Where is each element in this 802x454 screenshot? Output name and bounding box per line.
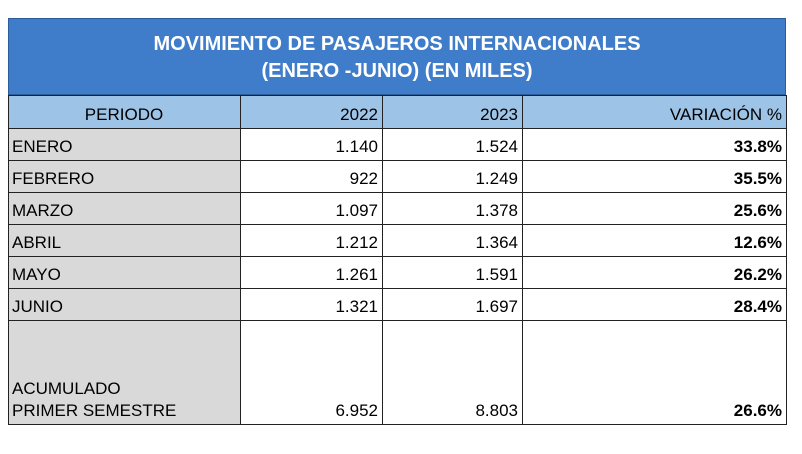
cell: ABRIL bbox=[8, 224, 241, 257]
table-body: PERIODO 2022 2023 VARIACIÓN % ENERO 1.140 1.52… bbox=[8, 95, 787, 425]
cell: 1.524 bbox=[382, 128, 523, 161]
cell: 1.097 bbox=[240, 192, 383, 225]
header-cell: 2022 bbox=[240, 95, 383, 129]
cell: 1.212 bbox=[240, 224, 383, 257]
cell: 1.697 bbox=[382, 288, 523, 321]
cell: 35.5% bbox=[522, 160, 787, 193]
cell: ENERO bbox=[8, 128, 241, 161]
title-band: MOVIMIENTO DE PASAJEROS INTERNACIONALES … bbox=[8, 18, 786, 95]
cell: 922 bbox=[240, 160, 383, 193]
header-row: PERIODO 2022 2023 VARIACIÓN % bbox=[8, 95, 787, 129]
row: MARZO 1.097 1.378 25.6% bbox=[8, 192, 787, 225]
table-card: MOVIMIENTO DE PASAJEROS INTERNACIONALES … bbox=[8, 18, 787, 425]
title-line: (ENERO -JUNIO) (EN MILES) bbox=[261, 60, 533, 82]
cell: 1.378 bbox=[382, 192, 523, 225]
cell: 12.6% bbox=[522, 224, 787, 257]
row: MAYO 1.261 1.591 26.2% bbox=[8, 256, 787, 289]
header-cell: PERIODO bbox=[8, 95, 241, 129]
cell: 1.249 bbox=[382, 160, 523, 193]
header-cell: 2023 bbox=[382, 95, 523, 129]
row: ACUMULADO PRIMER SEMESTRE 6.952 8.803 26.6% bbox=[8, 320, 787, 425]
cell: 1.140 bbox=[240, 128, 383, 161]
row: FEBRERO 922 1.249 35.5% bbox=[8, 160, 787, 193]
cell: 33.8% bbox=[522, 128, 787, 161]
header-cell: VARIACIÓN % bbox=[522, 95, 787, 129]
cell: 6.952 bbox=[240, 320, 383, 425]
cell: JUNIO bbox=[8, 288, 241, 321]
title-line: MOVIMIENTO DE PASAJEROS INTERNACIONALES bbox=[153, 33, 641, 55]
cell: 1.364 bbox=[382, 224, 523, 257]
cell: 26.6% bbox=[522, 320, 787, 425]
cell: FEBRERO bbox=[8, 160, 241, 193]
cell: 28.4% bbox=[522, 288, 787, 321]
cell: 8.803 bbox=[382, 320, 523, 425]
row: ENERO 1.140 1.524 33.8% bbox=[8, 128, 787, 161]
cell: 25.6% bbox=[522, 192, 787, 225]
cell: 1.591 bbox=[382, 256, 523, 289]
cell: 1.321 bbox=[240, 288, 383, 321]
cell: MARZO bbox=[8, 192, 241, 225]
cell: ACUMULADO PRIMER SEMESTRE bbox=[8, 320, 241, 425]
data-table: PERIODO 2022 2023 VARIACIÓN % ENERO 1.140 1.52… bbox=[8, 95, 787, 425]
row: ABRIL 1.212 1.364 12.6% bbox=[8, 224, 787, 257]
cell: 26.2% bbox=[522, 256, 787, 289]
cell: MAYO bbox=[8, 256, 241, 289]
cell: 1.261 bbox=[240, 256, 383, 289]
row: JUNIO 1.321 1.697 28.4% bbox=[8, 288, 787, 321]
